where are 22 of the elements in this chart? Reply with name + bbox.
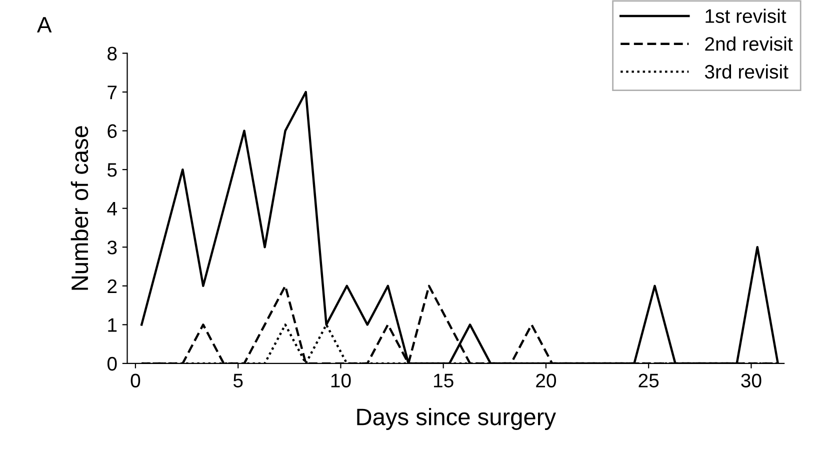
x-tick-label: 5 [233, 374, 243, 388]
y-tick-label: 3 [107, 240, 117, 254]
chart-title: A [36, 17, 52, 32]
x-tick-label: 30 [741, 374, 762, 388]
legend-label: 2nd revisit [705, 36, 793, 51]
x-tick-label: 15 [434, 374, 454, 388]
y-tick-label: 7 [108, 86, 117, 100]
y-tick-label: 8 [108, 46, 117, 60]
x-tick-label: 10 [331, 374, 351, 388]
y-tick-label: 4 [107, 202, 117, 216]
y-tick-label: 2 [108, 279, 117, 293]
legend-label: 3rd revisit [704, 64, 788, 79]
legend-label: 1st revisit [706, 8, 786, 23]
y-tick-label: 6 [108, 124, 117, 138]
y-tick-label: 0 [107, 356, 117, 371]
y-tick-label: 1 [108, 318, 117, 332]
x-tick-label: 20 [536, 374, 556, 388]
y-tick-label: 5 [108, 163, 117, 177]
y-axis-title: Number of case [70, 126, 88, 290]
x-tick-label: 25 [638, 374, 659, 388]
x-tick-label: 0 [130, 374, 140, 388]
x-axis-title: Days since surgery [357, 408, 556, 430]
